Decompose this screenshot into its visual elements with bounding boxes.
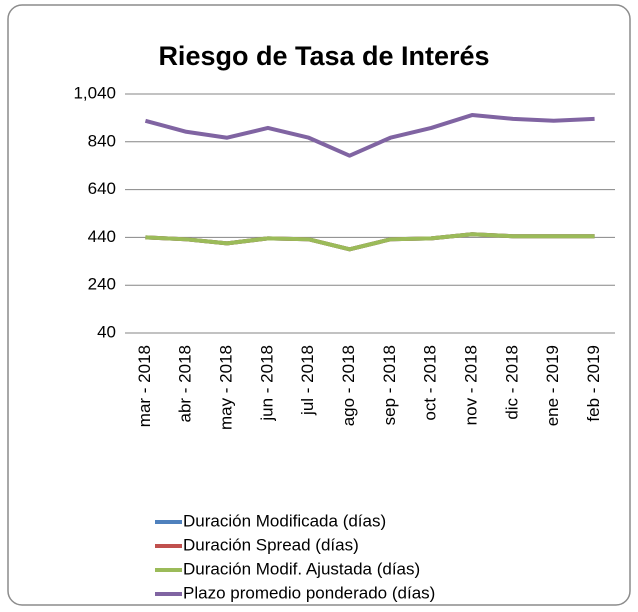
chart-border [7,4,631,606]
x-tick-label: sep - 2018 [380,345,399,425]
x-tick-label: ene - 2019 [543,345,562,426]
x-tick-label: dic - 2018 [502,345,521,420]
x-tick-label: jun - 2018 [257,345,276,422]
legend-label: Duración Spread (días) [183,535,359,554]
legend-label: Duración Modificada (días) [183,511,386,530]
x-tick-label: ago - 2018 [339,345,358,426]
x-tick-label: feb - 2019 [584,345,603,422]
y-tick-label: 240 [88,275,116,294]
legend-label: Duración Modif. Ajustada (días) [183,559,420,578]
chart-title: Riesgo de Tasa de Interés [158,41,489,71]
x-tick-label: abr - 2018 [176,345,195,423]
x-tick-label: mar - 2018 [135,345,154,427]
x-tick-label: jul - 2018 [298,345,317,416]
series-line [144,113,595,158]
series-line [145,232,595,252]
legend-label: Plazo promedio ponderado (días) [183,583,435,602]
x-tick-label: oct - 2018 [421,345,440,421]
y-tick-label: 1,040 [73,83,116,102]
y-tick-label: 640 [88,179,116,198]
y-tick-label: 440 [88,227,116,246]
x-tick-label: nov - 2018 [462,345,481,425]
y-tick-label: 840 [88,131,116,150]
x-tick-label: may - 2018 [217,345,236,430]
y-tick-label: 40 [97,322,116,341]
